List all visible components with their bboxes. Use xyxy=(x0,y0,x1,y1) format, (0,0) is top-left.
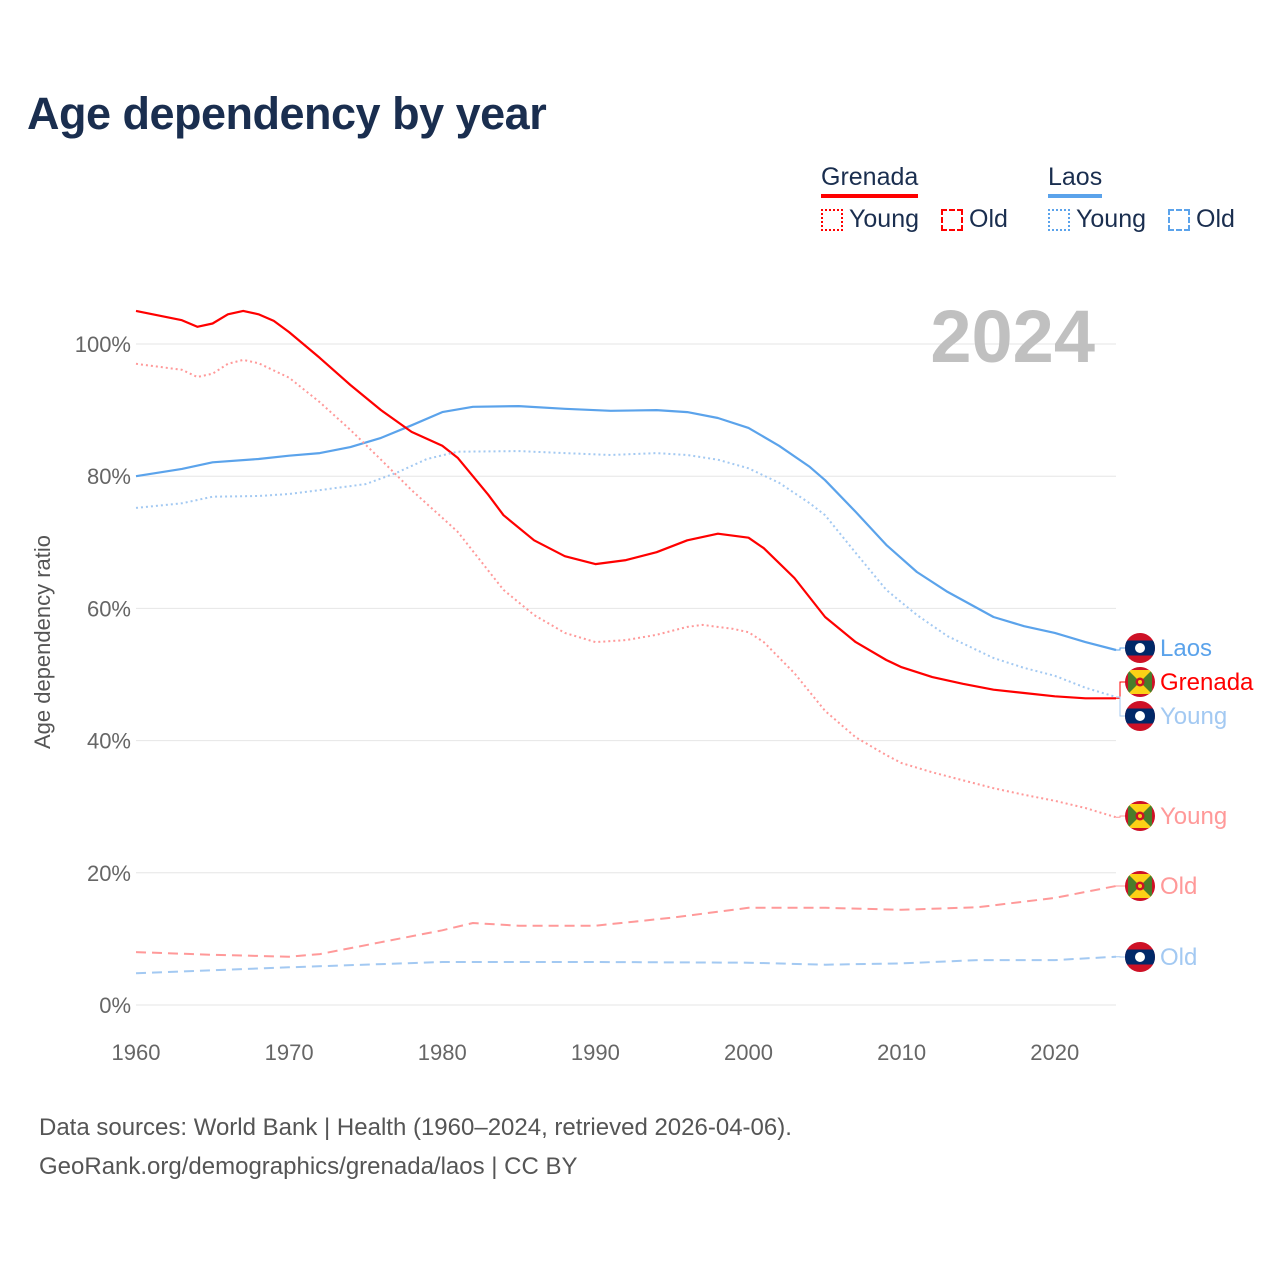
series-line-grenada-old[interactable] xyxy=(135,885,1117,958)
dashed-swatch-icon xyxy=(1168,208,1190,231)
series-line-laos-total[interactable] xyxy=(135,405,1117,652)
legend-label: Young xyxy=(1076,205,1146,233)
x-tick-label: 2020 xyxy=(1030,1040,1079,1065)
end-label-text: Laos xyxy=(1160,635,1212,662)
dotted-swatch-icon xyxy=(821,208,843,231)
end-label-grenada-total: Grenada xyxy=(1116,667,1254,699)
legend-label: Old xyxy=(969,205,1008,233)
grenada-flag-icon xyxy=(1125,801,1155,831)
year-label: 2024 xyxy=(930,295,1095,378)
line-chart: 0% 20% 40% 60% 80% 100% 1960 1970 1980 1990 2000 20… xyxy=(30,295,1254,1065)
legend-laos[interactable]: Laos xyxy=(1048,163,1103,198)
footer-attribution[interactable]: GeoRank.org/demographics/grenada/laos | … xyxy=(39,1153,578,1180)
dashed-swatch-icon xyxy=(941,208,963,231)
grenada-flag-icon xyxy=(1125,871,1155,901)
x-tick-label: 2000 xyxy=(724,1040,773,1065)
legend-grenada-old[interactable]: Old xyxy=(941,205,1008,234)
laos-flag-icon xyxy=(1125,633,1155,663)
chart-title: Age dependency by year xyxy=(27,88,547,139)
y-tick-label: 60% xyxy=(87,596,131,621)
legend-label: Old xyxy=(1196,205,1235,233)
end-label-text: Grenada xyxy=(1160,669,1254,696)
y-tick-label: 40% xyxy=(87,729,131,754)
end-label-text: Old xyxy=(1160,873,1197,900)
laos-flag-icon xyxy=(1125,701,1155,731)
end-label-text: Old xyxy=(1160,944,1197,971)
y-tick-label: 0% xyxy=(99,993,131,1018)
legend-grenada[interactable]: Grenada xyxy=(821,163,919,198)
x-tick-label: 1970 xyxy=(265,1040,314,1065)
end-label-grenada-old: Old xyxy=(1116,871,1197,901)
end-label-laos-total: Laos xyxy=(1116,633,1212,663)
connector-line xyxy=(1116,815,1126,818)
series-line-laos-young[interactable] xyxy=(135,450,1117,698)
legend-laos-old[interactable]: Old xyxy=(1168,205,1235,234)
end-label-laos-young: Young xyxy=(1116,696,1227,731)
legend-label: Young xyxy=(849,205,919,233)
y-tick-label: 20% xyxy=(87,861,131,886)
end-label-text: Young xyxy=(1160,803,1227,830)
grenada-flag-icon xyxy=(1125,667,1155,697)
connector-line xyxy=(1116,696,1126,717)
end-label-text: Young xyxy=(1160,703,1227,730)
footer-sources: Data sources: World Bank | Health (1960–… xyxy=(39,1114,792,1141)
x-tick-label: 1990 xyxy=(571,1040,620,1065)
y-tick-label: 80% xyxy=(87,464,131,489)
x-tick-label: 1980 xyxy=(418,1040,467,1065)
connector-line xyxy=(1116,647,1126,651)
end-label-grenada-young: Young xyxy=(1116,801,1227,831)
legend-laos-young[interactable]: Young xyxy=(1048,205,1146,234)
connector-line xyxy=(1116,681,1126,699)
dotted-swatch-icon xyxy=(1048,208,1070,231)
series-line-laos-old[interactable] xyxy=(135,955,1117,975)
y-axis-label: Age dependency ratio xyxy=(30,535,55,749)
legend-grenada-young[interactable]: Young xyxy=(821,205,919,234)
series-line-grenada-young[interactable] xyxy=(135,358,1117,819)
end-label-laos-old: Old xyxy=(1116,942,1197,972)
footer: Data sources: World Bank | Health (1960–… xyxy=(39,1108,792,1186)
x-tick-label: 1960 xyxy=(112,1040,161,1065)
x-tick-label: 2010 xyxy=(877,1040,926,1065)
y-tick-label: 100% xyxy=(75,332,131,357)
series-line-grenada-total[interactable] xyxy=(135,309,1116,700)
laos-flag-icon xyxy=(1125,942,1155,972)
